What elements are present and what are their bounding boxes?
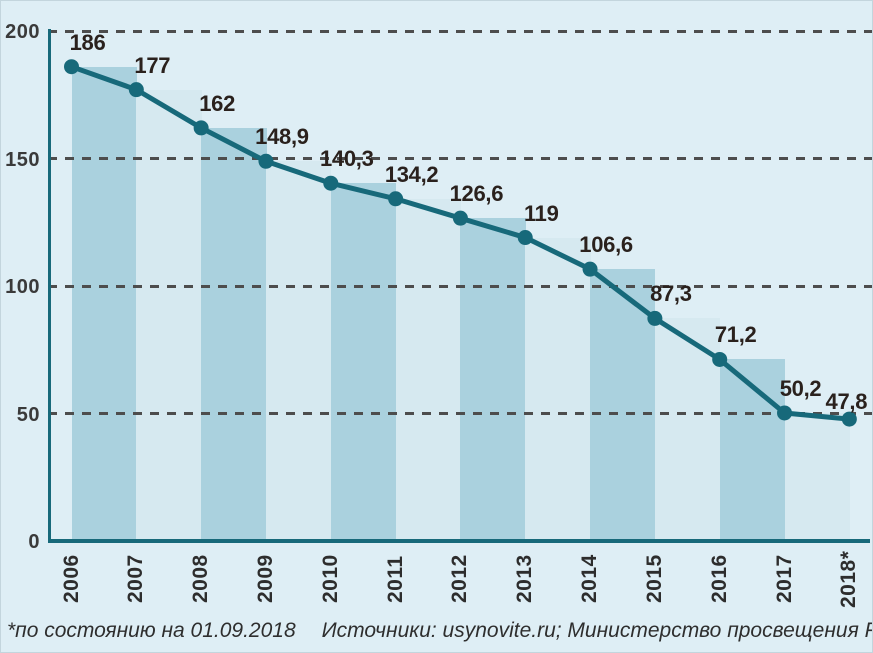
- gridline-150: [48, 157, 872, 160]
- x-tick-label-2013: 2013: [513, 554, 537, 604]
- data-point-marker-2010: [323, 175, 339, 191]
- data-point-marker-2008: [193, 120, 209, 136]
- x-tick-label-2011: 2011: [383, 555, 407, 603]
- data-point-label-2016: 71,2: [714, 322, 757, 348]
- x-tick-label-2016: 2016: [707, 554, 731, 604]
- footnote: *по состоянию на 01.09.2018 Источники: us…: [7, 619, 872, 643]
- footnote-sources: Источники: usynovite.ru; Министерство пр…: [321, 619, 873, 642]
- area-band-2013: [525, 237, 591, 541]
- area-band-2009: [265, 161, 332, 541]
- data-point-label-2008: 162: [199, 90, 236, 116]
- data-point-label-2007: 177: [134, 52, 171, 78]
- data-point-label-2010: 140,3: [319, 146, 374, 172]
- data-point-label-2018*: 47,8: [825, 389, 868, 415]
- y-tick-label-0: 0: [28, 531, 40, 553]
- area-band-2014: [590, 269, 656, 541]
- x-tick-label-2017: 2017: [772, 554, 796, 604]
- y-axis-line: [48, 29, 51, 542]
- x-tick-label-2010: 2010: [318, 554, 342, 604]
- data-point-label-2014: 106,6: [579, 232, 633, 258]
- data-point-label-2012: 126,6: [449, 181, 504, 207]
- x-axis-line: [48, 538, 870, 543]
- x-tick-label-2015: 2015: [642, 554, 666, 604]
- data-point-marker-2014: [582, 261, 598, 277]
- x-tick-label-2009: 2009: [253, 554, 277, 604]
- data-point-label-2009: 148,9: [255, 124, 309, 150]
- data-point-marker-2013: [517, 230, 533, 246]
- data-point-label-2017: 50,2: [779, 375, 822, 401]
- data-point-label-2011: 134,2: [384, 161, 439, 187]
- y-tick-label-150: 150: [5, 148, 40, 171]
- gridline-50: [48, 412, 872, 415]
- x-tick-label-2018: 2018*: [837, 550, 861, 608]
- y-tick-label-200: 200: [5, 21, 40, 43]
- data-point-label-2013: 119: [523, 200, 559, 226]
- gridline-200: [48, 29, 872, 33]
- data-point-marker-2007: [128, 82, 144, 98]
- area-band-2011: [395, 198, 461, 541]
- data-point-label-2015: 87,3: [650, 281, 692, 307]
- y-tick-label-50: 50: [16, 403, 40, 426]
- data-point-marker-2012: [452, 210, 468, 226]
- data-point-marker-2015: [647, 310, 663, 326]
- x-tick-label-2007: 2007: [124, 554, 148, 604]
- data-point-marker-2016: [712, 351, 728, 367]
- x-tick-label-2006: 2006: [59, 554, 83, 604]
- area-band-2006: [71, 66, 137, 541]
- data-point-marker-2009: [258, 153, 274, 169]
- data-point-marker-2011: [388, 191, 404, 207]
- data-point-label-2006: 186: [69, 29, 106, 55]
- x-tick-label-2014: 2014: [578, 554, 602, 604]
- data-point-marker-2006: [64, 59, 79, 75]
- trend-line: [69, 64, 852, 422]
- x-tick-label-2012: 2012: [448, 554, 472, 604]
- area-band-2012: [460, 218, 526, 541]
- area-band-2007: [136, 89, 202, 541]
- gridline-100: [48, 284, 872, 288]
- footnote-asterisk-note: *по состоянию на 01.09.2018: [7, 619, 296, 642]
- area-band-2008: [201, 127, 267, 541]
- y-tick-label-100: 100: [5, 276, 40, 298]
- area-band-2017: [784, 412, 850, 541]
- data-point-marker-2018*: [841, 411, 857, 427]
- x-tick-label-2008: 2008: [189, 554, 213, 604]
- area-band-2010: [330, 183, 397, 541]
- area-band-2016: [719, 359, 786, 541]
- data-point-marker-2017: [777, 405, 793, 421]
